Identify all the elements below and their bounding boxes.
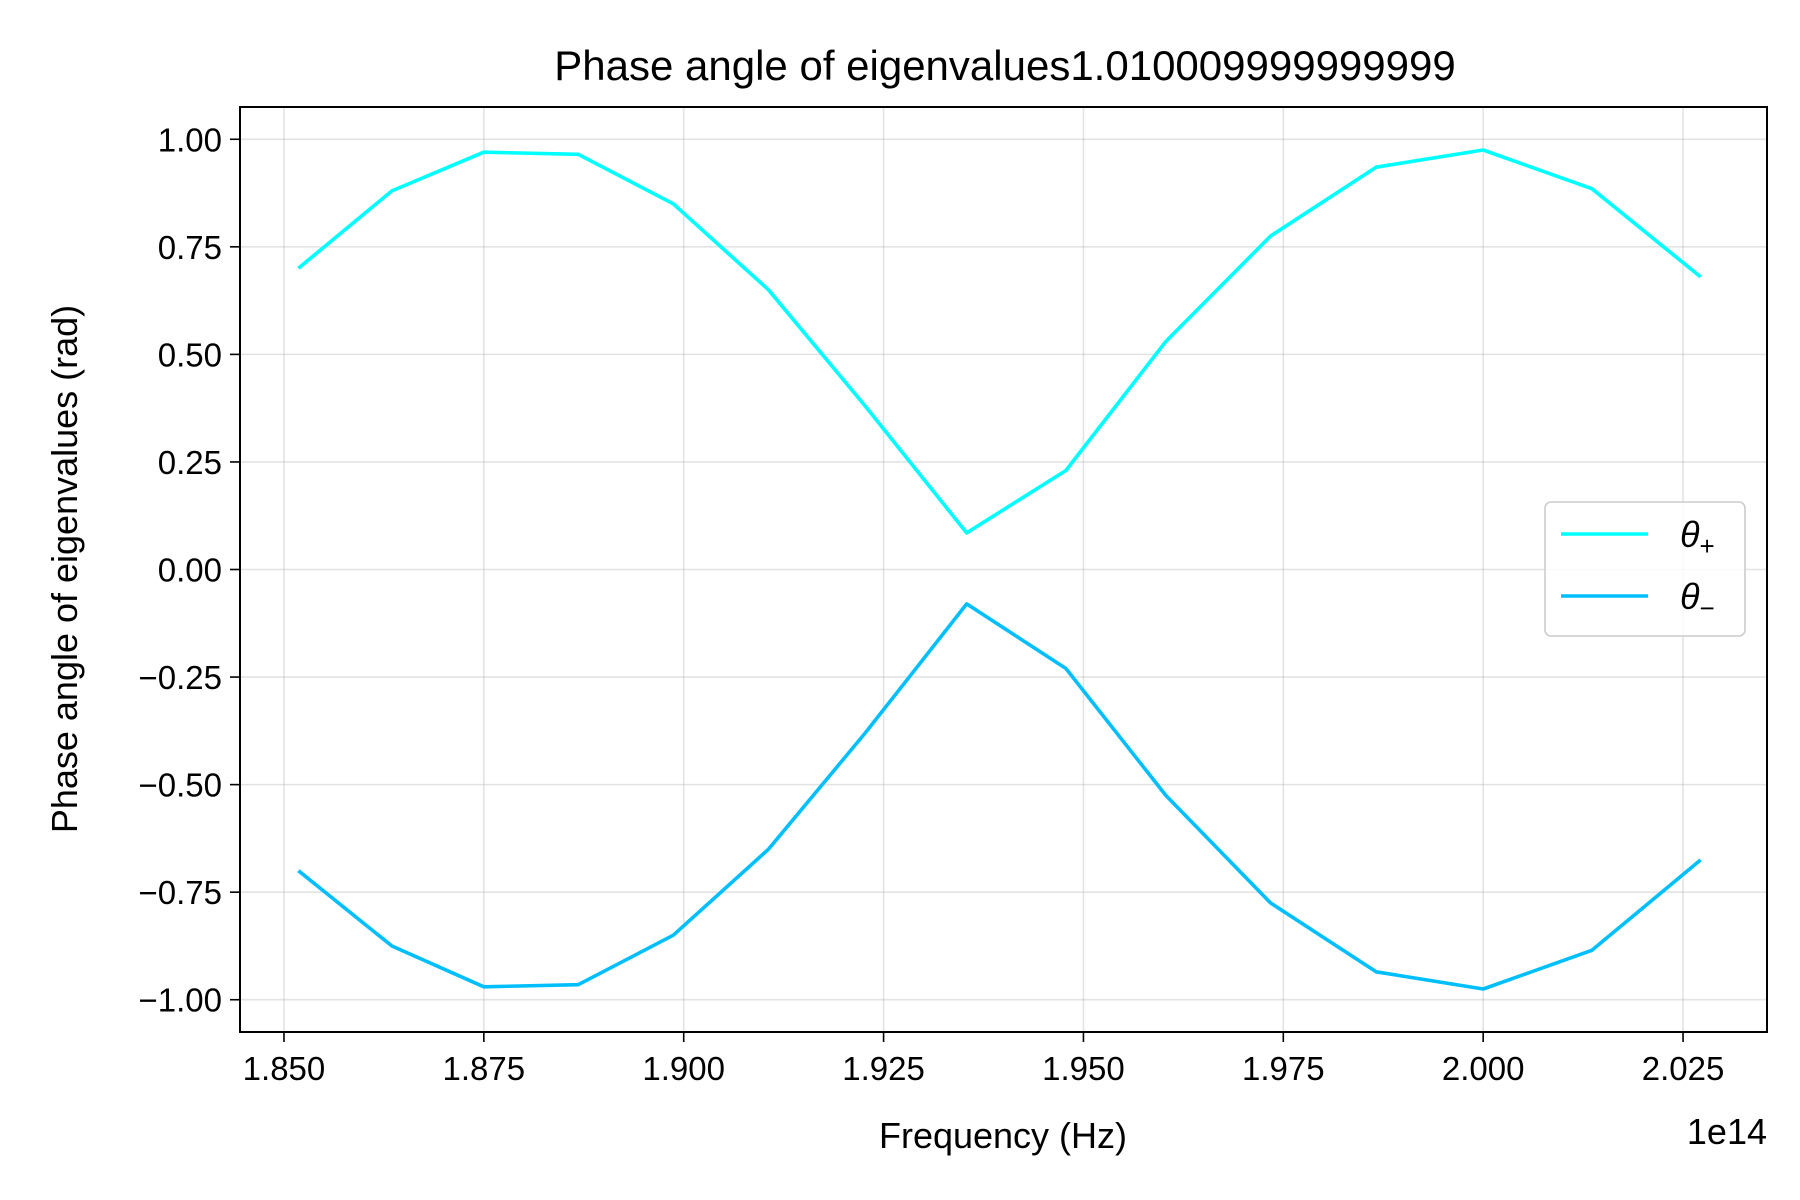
series-layer bbox=[297, 148, 1702, 991]
y-tick-label: −1.00 bbox=[139, 982, 223, 1019]
x-tick-label: 2.000 bbox=[1442, 1050, 1525, 1087]
legend-subscript-minus: − bbox=[1700, 593, 1715, 623]
x-tick-label: 1.875 bbox=[443, 1050, 526, 1087]
y-tick-label: 0.75 bbox=[158, 229, 222, 266]
legend: θ+ θ− bbox=[1544, 501, 1746, 637]
legend-subscript-plus: + bbox=[1700, 531, 1715, 561]
y-tick-label: −0.50 bbox=[139, 767, 223, 804]
y-tick-label: −0.75 bbox=[139, 874, 223, 911]
series-line-theta-minus bbox=[297, 602, 1702, 991]
x-axis-label: Frequency (Hz) bbox=[879, 1115, 1127, 1156]
x-tick-label: 2.025 bbox=[1642, 1050, 1725, 1087]
x-axis-offset-label: 1e14 bbox=[1687, 1111, 1767, 1152]
legend-symbol-theta-plus: θ bbox=[1680, 514, 1700, 555]
legend-box bbox=[1544, 501, 1746, 637]
x-tick-label: 1.950 bbox=[1042, 1050, 1125, 1087]
x-axis: 1.850 1.875 1.900 1.925 1.950 1.975 2.000 2.025 bbox=[243, 1032, 1725, 1087]
y-axis: 1.00 0.75 0.50 0.25 0.00 −0.25 −0.50 −0.75 −1.00 bbox=[139, 121, 240, 1019]
y-tick-label: 0.25 bbox=[158, 444, 222, 481]
x-tick-label: 1.975 bbox=[1242, 1050, 1325, 1087]
legend-symbol-theta-minus: θ bbox=[1680, 576, 1700, 617]
x-tick-label: 1.925 bbox=[842, 1050, 925, 1087]
legend-label-theta-minus: θ− bbox=[1680, 576, 1715, 623]
y-tick-label: 0.00 bbox=[158, 552, 222, 589]
series-line-theta-plus bbox=[297, 148, 1702, 535]
x-tick-label: 1.900 bbox=[642, 1050, 725, 1087]
y-tick-label: −0.25 bbox=[139, 659, 223, 696]
legend-label-theta-plus: θ+ bbox=[1680, 514, 1715, 561]
y-axis-label: Phase angle of eigenvalues (rad) bbox=[44, 305, 85, 833]
y-tick-label: 1.00 bbox=[158, 121, 222, 158]
y-tick-label: 0.50 bbox=[158, 336, 222, 373]
x-tick-label: 1.850 bbox=[243, 1050, 326, 1087]
grid bbox=[240, 107, 1767, 1032]
chart-title: Phase angle of eigenvalues1.010009999999… bbox=[554, 42, 1455, 89]
